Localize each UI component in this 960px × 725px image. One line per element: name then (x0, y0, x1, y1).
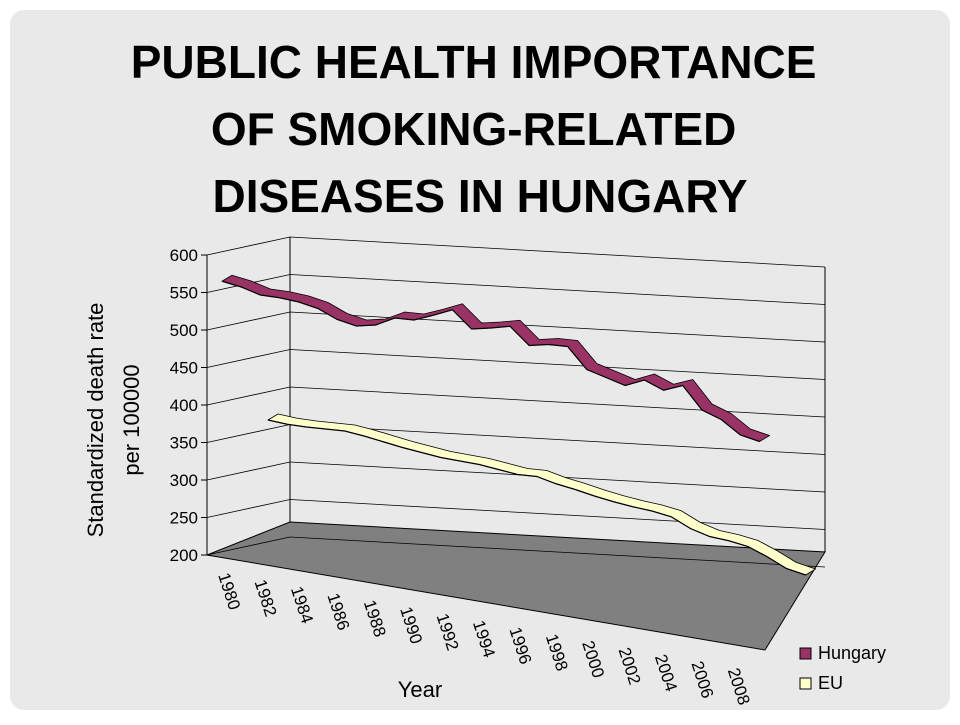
y-tick-label: 300 (170, 471, 198, 490)
legend-swatch (799, 647, 812, 660)
y-tick-label: 200 (170, 546, 198, 565)
grid-line (206, 499, 826, 530)
y-axis-title: Standardized death rate (83, 303, 108, 538)
y-tick-label: 400 (170, 396, 198, 415)
title-line: DISEASES IN HUNGARY (212, 170, 747, 222)
legend-label: EU (818, 673, 843, 693)
grid-line (206, 461, 826, 493)
grid-line (206, 386, 826, 418)
y-tick-label: 600 (170, 246, 198, 265)
title-line: PUBLIC HEALTH IMPORTANCE (131, 36, 817, 88)
legend-swatch (799, 677, 812, 690)
y-tick-label: 350 (170, 434, 198, 453)
y-tick-label: 500 (170, 321, 198, 340)
line (221, 280, 760, 443)
title-line: OF SMOKING-RELATED (211, 103, 737, 155)
grid-line (206, 274, 826, 305)
y-tick-label: 550 (170, 284, 198, 303)
grid-line (206, 236, 826, 268)
plot: 200250300350400450500550600HungaryEU1980… (83, 236, 886, 707)
grid-line (206, 311, 826, 343)
x-axis-title: Year (398, 677, 442, 702)
y-tick-label: 450 (170, 359, 198, 378)
grid-line (206, 536, 826, 568)
grid-line (206, 349, 826, 380)
y-axis-title: per 100000 (119, 364, 144, 475)
chart-title: PUBLIC HEALTH IMPORTANCE OF SMOKING-RELA… (131, 36, 830, 222)
line (267, 419, 806, 576)
y-tick-label: 250 (170, 509, 198, 528)
legend-label: Hungary (818, 643, 886, 663)
